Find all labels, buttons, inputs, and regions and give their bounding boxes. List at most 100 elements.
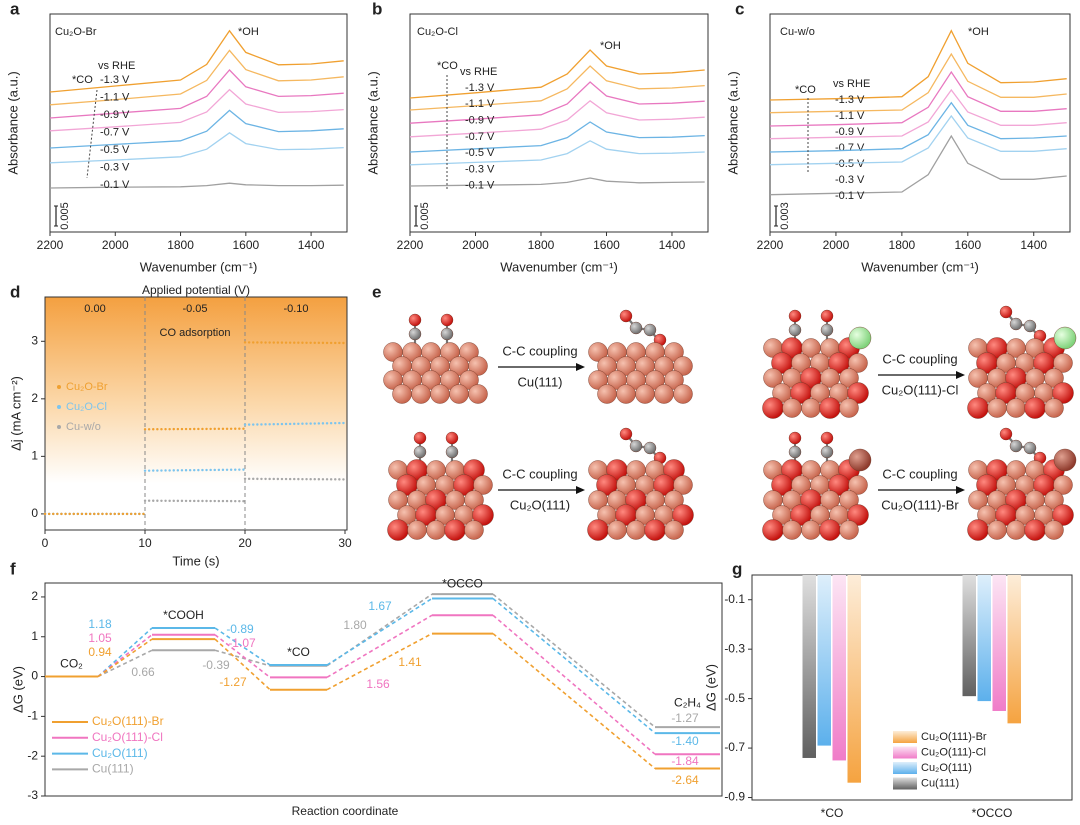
bar — [832, 575, 846, 761]
atom — [788, 309, 802, 323]
atom — [820, 431, 834, 445]
legend-label: Cu-w/o — [66, 421, 101, 433]
plot-frame — [44, 582, 723, 797]
potential-label: -0.9 V — [465, 115, 495, 127]
panel-letter: d — [10, 282, 20, 301]
atom — [1044, 520, 1064, 540]
y-tick-label: 1 — [31, 629, 38, 643]
step-label: -1.07 — [228, 636, 256, 650]
atom — [408, 313, 422, 327]
x-axis-label: Reaction coordinate — [292, 804, 399, 818]
atom — [626, 520, 646, 540]
spectrum-line — [49, 49, 344, 106]
potential-label: -0.1 V — [465, 180, 495, 192]
arrow-head — [956, 486, 965, 494]
energy-connector — [492, 614, 656, 755]
spectrum-line — [769, 88, 1067, 140]
potential-label: -0.5 V — [100, 144, 130, 156]
potential-label: -0.9 V — [100, 109, 130, 121]
spectrum-line — [49, 109, 344, 149]
atom — [463, 459, 485, 481]
atom — [782, 520, 802, 540]
step-label: -1.84 — [671, 754, 699, 768]
spectrum-line — [49, 69, 344, 119]
atom — [673, 475, 693, 495]
atom — [1052, 504, 1074, 526]
co-label: *CO — [437, 60, 458, 72]
spectrum-line — [769, 134, 1067, 196]
step-label: -1.27 — [219, 675, 247, 689]
atom — [847, 382, 869, 404]
step-label: 1.41 — [398, 655, 422, 669]
atom — [408, 327, 422, 341]
atom — [619, 309, 633, 323]
y-axis-label: Absorbance (a.u.) — [725, 71, 740, 174]
atom — [430, 384, 450, 404]
atom — [445, 445, 459, 459]
potential-label: -0.5 V — [835, 158, 865, 170]
atom — [801, 520, 821, 540]
peak-label: *OH — [238, 26, 259, 38]
x-tick-label: *OCCO — [972, 806, 1013, 820]
spectrum-line — [409, 65, 705, 111]
potential-label: -0.5 V — [465, 147, 495, 159]
atom — [788, 431, 802, 445]
atom — [644, 519, 666, 541]
atom — [597, 384, 617, 404]
potential-label: -0.7 V — [465, 131, 495, 143]
y-tick-label: -0.5 — [724, 691, 745, 705]
current-line — [43, 341, 347, 516]
atom — [445, 431, 459, 445]
process-label: C-C coupling — [882, 466, 957, 481]
energy-connector — [97, 649, 153, 678]
atom — [629, 439, 643, 453]
legend-label: Cu₂O-Cl — [66, 401, 107, 413]
x-tick-label: 2200 — [397, 238, 424, 252]
process-label: C-C coupling — [502, 343, 577, 358]
state-label: *OCCO — [442, 576, 483, 590]
atom — [967, 519, 989, 541]
legend-label: Cu₂O(111)-Br — [921, 731, 987, 743]
atom — [782, 398, 802, 418]
energy-connector — [97, 634, 153, 678]
x-tick-label: 2000 — [823, 238, 850, 252]
bar — [847, 575, 861, 783]
panel-letter: f — [10, 559, 16, 578]
y-tick-label: 2 — [31, 589, 38, 603]
atom — [407, 520, 427, 540]
atom — [473, 475, 493, 495]
legend-label: Cu₂O(111)-Cl — [921, 746, 986, 758]
y-axis-label: ΔG (eV) — [10, 666, 25, 713]
panel-letter: e — [372, 282, 381, 301]
atom — [387, 519, 409, 541]
co-guide — [86, 89, 98, 179]
arrow-head — [576, 486, 585, 494]
atom — [848, 475, 868, 495]
legend-label: Cu₂O(111) — [92, 746, 148, 760]
x-tick-label: 2200 — [37, 238, 64, 252]
y-axis-label: Absorbance (a.u.) — [5, 71, 20, 174]
x-tick-label: 2000 — [462, 238, 489, 252]
step-label: 1.18 — [88, 617, 112, 631]
atom — [819, 519, 841, 541]
legend-label: Cu(111) — [921, 777, 959, 789]
reference-label: vs RHE — [98, 60, 135, 72]
atom — [1023, 319, 1037, 333]
atom — [1023, 441, 1037, 455]
potential-label: -1.3 V — [100, 74, 130, 86]
step-label: 1.05 — [88, 631, 112, 645]
potential-label: -0.7 V — [100, 126, 130, 138]
arrow-head — [956, 371, 965, 379]
energy-connector — [214, 634, 271, 678]
scale-label: 0.005 — [419, 202, 431, 230]
state-label: *COOH — [163, 608, 204, 622]
atom — [820, 309, 834, 323]
energy-connector — [97, 627, 153, 678]
x-tick-label: 1600 — [593, 238, 620, 252]
atom — [1052, 382, 1074, 404]
y-tick-label: -2 — [27, 748, 38, 762]
y-axis-label: Δj (mA cm⁻²) — [8, 376, 23, 451]
legend-label: Cu₂O(111)-Br — [92, 714, 164, 728]
spectrum-line — [409, 81, 705, 124]
sample-label: Cu-w/o — [780, 26, 815, 38]
